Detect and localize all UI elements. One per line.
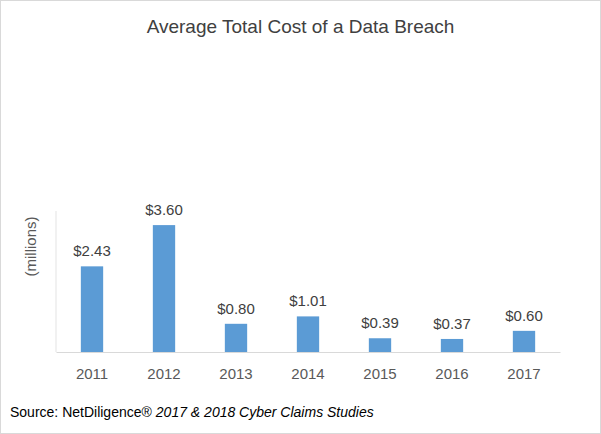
x-axis-line <box>57 352 561 353</box>
data-labels: $2.43 $3.60 $0.80 $1.01 $0.39 $0.37 $0.60 <box>73 201 543 332</box>
data-label: $2.43 <box>73 242 111 259</box>
x-tick: 2016 <box>435 352 468 382</box>
x-tick: 2013 <box>219 352 252 382</box>
x-axis: 2011 2012 2013 2014 2015 2016 2017 <box>57 352 561 382</box>
bar <box>441 339 463 352</box>
x-tick-label: 2011 <box>76 365 108 382</box>
bar <box>369 338 391 352</box>
bar <box>153 225 175 352</box>
chart: Average Total Cost of a Data Breach (mill… <box>0 0 601 434</box>
x-tick-label: 2017 <box>507 365 540 382</box>
x-tick: 2015 <box>363 352 396 382</box>
source-text: 2017 & 2018 Cyber Claims Studies <box>155 404 374 420</box>
source-note: Source: NetDiligence®2017 & 2018 Cyber C… <box>10 404 374 420</box>
source-text: Source: NetDiligence® <box>10 404 153 420</box>
bar <box>513 331 535 352</box>
data-label: $3.60 <box>145 201 183 218</box>
x-tick-label: 2016 <box>435 365 468 382</box>
data-label: $1.01 <box>289 292 327 309</box>
data-label: $0.39 <box>361 314 399 331</box>
y-axis-line <box>56 211 57 352</box>
x-tick: 2014 <box>291 352 324 382</box>
x-tick: 2017 <box>507 352 540 382</box>
x-tick-label: 2014 <box>291 365 324 382</box>
bars <box>81 225 535 352</box>
x-tick-label: 2013 <box>219 365 252 382</box>
data-label: $0.37 <box>433 315 471 332</box>
bar <box>297 316 319 352</box>
x-tick: 2011 <box>76 352 108 382</box>
data-label: $0.60 <box>505 307 543 324</box>
chart-frame <box>1 1 601 434</box>
x-tick-label: 2015 <box>363 365 396 382</box>
bar <box>225 324 247 352</box>
data-label: $0.80 <box>217 300 255 317</box>
y-axis-title: (millions) <box>22 216 39 276</box>
x-tick: 2012 <box>147 352 180 382</box>
x-tick-label: 2012 <box>147 365 180 382</box>
chart-title: Average Total Cost of a Data Breach <box>147 16 455 37</box>
bar <box>81 266 103 352</box>
